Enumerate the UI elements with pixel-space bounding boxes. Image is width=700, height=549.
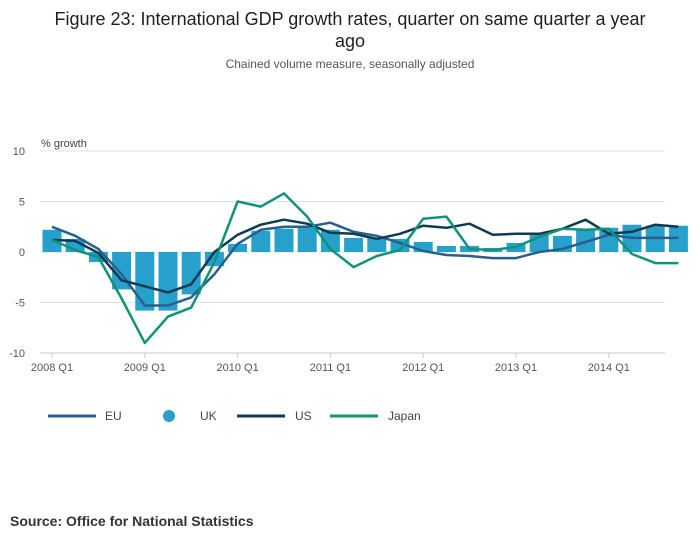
y-tick-label: 0 xyxy=(19,247,25,259)
uk-bar xyxy=(274,228,294,252)
uk-bar xyxy=(413,241,433,252)
uk-bar xyxy=(436,245,456,252)
y-axis-label: % growth xyxy=(41,138,87,150)
x-axis: 2008 Q1 2009 Q1 2010 Q1 2011 Q1 2012 Q1 2013 … xyxy=(31,352,665,374)
chart-subtitle: Chained volume measure, seasonally adjus… xyxy=(225,57,475,71)
legend-label-eu: EU xyxy=(105,409,122,423)
x-tick-label: 2010 Q1 xyxy=(216,362,258,374)
x-tick-label: 2014 Q1 xyxy=(588,362,630,374)
y-tick-label: -10 xyxy=(9,348,25,360)
x-tick-label: 2013 Q1 xyxy=(495,362,537,374)
eu-line xyxy=(51,221,679,307)
legend-label-us: US xyxy=(295,409,312,423)
x-tick-label: 2009 Q1 xyxy=(124,362,166,374)
uk-bar xyxy=(251,230,271,252)
uk-bar xyxy=(228,243,248,252)
uk-bar xyxy=(576,228,596,252)
legend: EU UK US Japan xyxy=(48,409,421,423)
chart-title: Figure 23: International GDP growth rate… xyxy=(0,8,700,52)
y-tick-label: -5 xyxy=(15,298,25,310)
legend-swatch-uk xyxy=(163,410,175,422)
uk-bar xyxy=(158,252,178,311)
x-tick-label: 2012 Q1 xyxy=(402,362,444,374)
uk-bar xyxy=(320,229,340,252)
y-tick-label: 10 xyxy=(13,146,25,158)
y-axis: 10 5 0 -5 -10 xyxy=(9,146,25,360)
uk-bar xyxy=(297,226,317,252)
uk-bar xyxy=(599,227,619,252)
us-line xyxy=(51,218,679,294)
chart-title-line-1: Figure 23: International GDP growth rate… xyxy=(54,9,646,29)
uk-bar xyxy=(181,252,201,295)
chart-title-line-2: ago xyxy=(334,31,366,51)
x-tick-label: 2008 Q1 xyxy=(31,362,73,374)
y-tick-label: 5 xyxy=(19,197,25,209)
series-lines xyxy=(51,192,679,345)
gridlines xyxy=(40,150,665,303)
uk-bar xyxy=(367,237,387,252)
legend-label-uk: UK xyxy=(200,409,217,423)
source-note: Source: Office for National Statistics xyxy=(10,513,254,529)
legend-label-japan: Japan xyxy=(388,409,421,423)
uk-bar xyxy=(344,237,364,252)
uk-bar xyxy=(135,252,155,311)
japan-line xyxy=(51,192,679,345)
x-tick-label: 2011 Q1 xyxy=(310,362,351,374)
